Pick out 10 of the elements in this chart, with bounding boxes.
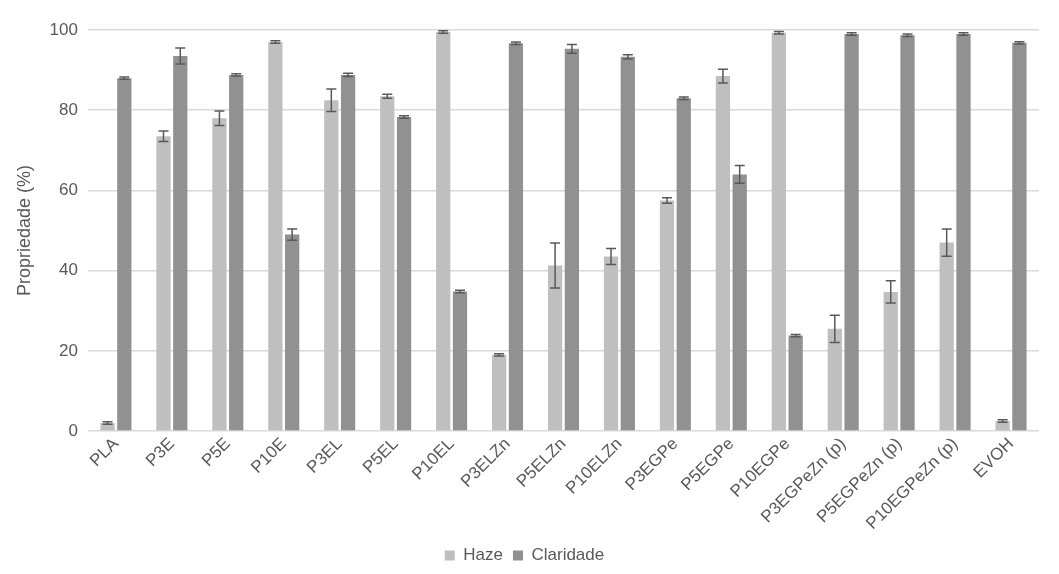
y-tick-label: 80 <box>59 99 78 119</box>
legend-label: Haze <box>463 545 503 565</box>
y-tick-label: 60 <box>59 180 78 200</box>
y-tick-label: 20 <box>59 340 78 360</box>
y-tick-label: 40 <box>59 260 78 280</box>
y-tick-label: 0 <box>68 420 78 440</box>
x-tick-label: PLA <box>85 433 123 471</box>
legend-label: Claridade <box>531 545 605 565</box>
y-tick-label: 100 <box>49 19 78 39</box>
y-axis-title: Propriedade (%) <box>13 165 34 297</box>
